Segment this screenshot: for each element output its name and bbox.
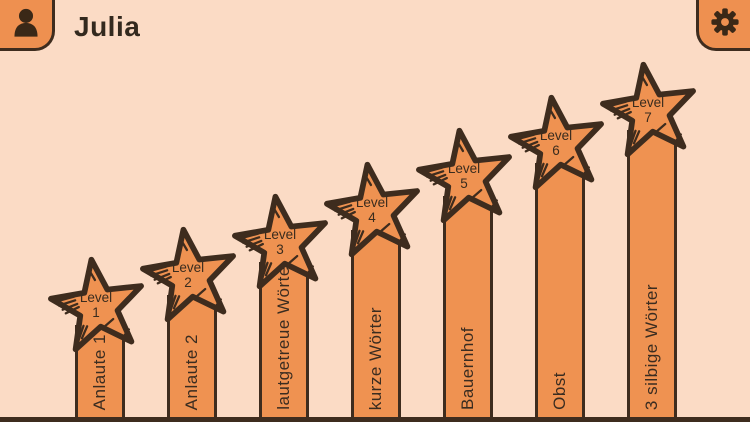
level-column-3: lautgetreue Wörter Level 3	[234, 0, 334, 422]
star-icon	[230, 192, 330, 292]
gear-icon	[710, 7, 740, 42]
level-bar-3[interactable]: lautgetreue Wörter	[259, 260, 309, 422]
level-star-4[interactable]: Level 4	[326, 160, 426, 260]
level-star-5[interactable]: Level 5	[418, 126, 518, 226]
level-star-7[interactable]: Level 7	[602, 60, 702, 160]
person-icon	[9, 5, 43, 44]
star-icon	[598, 60, 698, 160]
level-bar-4[interactable]: kurze Wörter	[351, 230, 401, 422]
level-bar-label: 3 silbige Wörter	[642, 283, 661, 410]
star-icon	[322, 160, 422, 260]
profile-button[interactable]	[0, 0, 55, 51]
ground-line	[0, 417, 750, 422]
level-bar-label: Bauernhof	[458, 327, 477, 410]
level-column-7: 3 silbige Wörter Level 7	[602, 0, 702, 422]
level-star-1[interactable]: Level 1	[50, 255, 150, 355]
star-icon	[46, 255, 146, 355]
settings-button[interactable]	[696, 0, 750, 51]
profile-name: Julia	[74, 11, 141, 42]
level-star-6[interactable]: Level 6	[510, 93, 610, 193]
level-column-6: Obst Level 6	[510, 0, 610, 422]
level-bar-7[interactable]: 3 silbige Wörter	[627, 130, 677, 422]
star-icon	[414, 126, 514, 226]
level-star-3[interactable]: Level 3	[234, 192, 334, 292]
star-icon	[138, 225, 238, 325]
level-bar-label: Anlaute 2	[182, 333, 201, 410]
level-column-4: kurze Wörter Level 4	[326, 0, 426, 422]
level-bar-5[interactable]: Bauernhof	[443, 196, 493, 422]
star-icon	[506, 93, 606, 193]
level-star-2[interactable]: Level 2	[142, 225, 242, 325]
level-column-2: Anlaute 2 Level 2	[142, 0, 242, 422]
level-column-1: Anlaute 1 Level 1	[50, 0, 150, 422]
level-bar-label: kurze Wörter	[366, 306, 385, 410]
level-column-5: Bauernhof Level 5	[418, 0, 518, 422]
level-bar-label: Obst	[550, 372, 569, 410]
level-bar-6[interactable]: Obst	[535, 163, 585, 422]
